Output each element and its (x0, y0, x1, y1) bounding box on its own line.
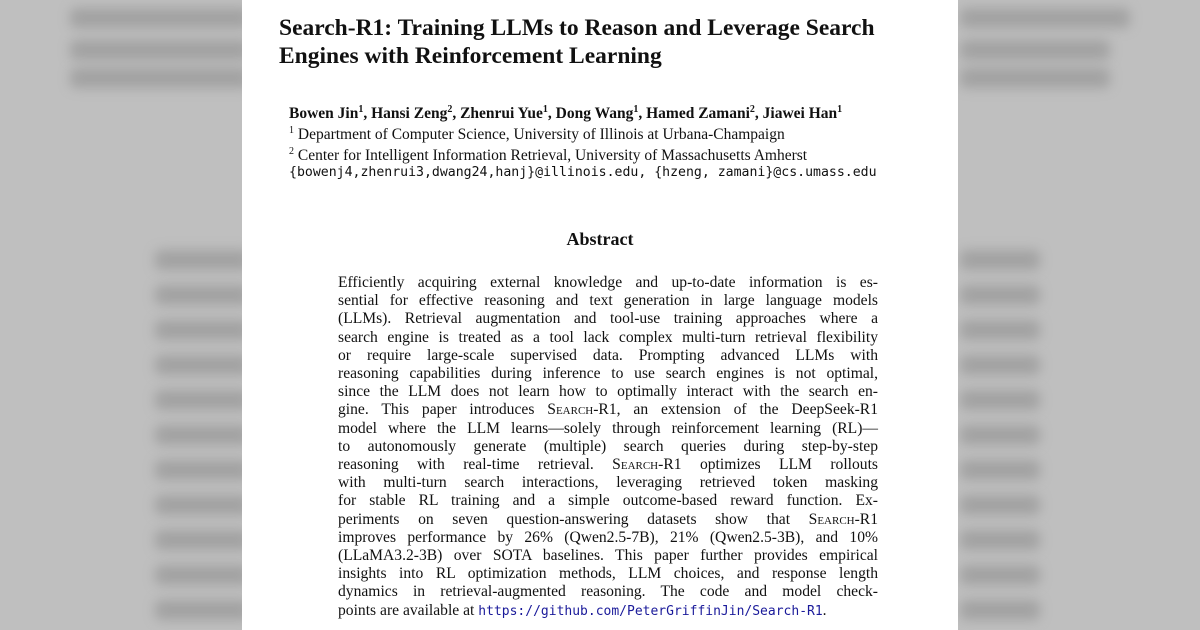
affiliation-1: 1 Department of Computer Science, Univer… (289, 125, 785, 144)
abstract-text: since the LLM does not learn how to opti… (338, 383, 878, 401)
abstract-line: (LLMs). Retrieval augmentation and tool-… (338, 310, 878, 328)
author-name: Zhenrui Yue1 (460, 104, 548, 123)
author-affiliation-mark: 1 (837, 104, 843, 115)
abstract-line: points are available at https://github.c… (338, 602, 878, 621)
abstract-text: to autonomously generate (multiple) sear… (338, 437, 878, 455)
abstract-line: search engine is treated as a tool lack … (338, 329, 878, 347)
author-name: Dong Wang1 (555, 104, 639, 123)
affiliation-text: Department of Computer Science, Universi… (297, 126, 785, 144)
author-name: Hamed Zamani2 (646, 104, 755, 123)
abstract-text: reasoning capabilities during inference … (338, 365, 878, 383)
author-affiliation-mark: 2 (749, 104, 755, 115)
author-name: Bowen Jin1 (289, 104, 364, 123)
abstract-text: reasoning with real-time retrieval. (338, 456, 613, 474)
abstract-line: gine. This paper introduces Search-R1, a… (338, 401, 878, 419)
abstract-line: (LLaMA3.2-3B) over SOTA baselines. This … (338, 547, 878, 565)
abstract-text: Search (808, 510, 855, 528)
abstract-text: gine. This paper introduces (338, 401, 548, 419)
author-name: Jiawei Han1 (762, 104, 843, 123)
abstract-line: for stable RL training and a simple outc… (338, 492, 878, 510)
abstract-line: reasoning capabilities during inference … (338, 365, 878, 383)
abstract-text: sential for effective reasoning and text… (338, 292, 878, 310)
abstract-text: model where the LLM learns—solely throug… (338, 419, 878, 437)
abstract-text: . (822, 601, 827, 619)
author-emails: {bowenj4,zhenrui3,dwang24,hanj}@illinois… (289, 165, 877, 180)
author-affiliation-mark: 1 (542, 104, 548, 115)
author-affiliation-mark: 2 (447, 104, 453, 115)
abstract-text: Efficiently acquiring external knowledge… (338, 274, 878, 291)
abstract-text: Search (547, 401, 594, 419)
abstract-text: with multi-turn search interactions, lev… (338, 474, 878, 492)
abstract-line: reasoning with real-time retrieval. Sear… (338, 456, 878, 474)
abstract-text: Search (612, 456, 659, 474)
abstract-text: search engine is treated as a tool lack … (338, 328, 878, 346)
abstract-text: (LLaMA3.2-3B) over SOTA baselines. This … (338, 547, 878, 565)
affiliation-text: Center for Intelligent Information Retri… (297, 147, 808, 165)
author-affiliation-mark: 1 (633, 104, 639, 115)
abstract-text: periments on seven question-answering da… (338, 510, 809, 528)
abstract-text: for stable RL training and a simple outc… (338, 492, 878, 510)
abstract-text: -R1 (854, 510, 878, 528)
abstract-text: points are available at (338, 601, 479, 619)
author-list: Bowen Jin1, Hansi Zeng2, Zhenrui Yue1, D… (289, 104, 843, 123)
abstract-line: to autonomously generate (multiple) sear… (338, 438, 878, 456)
abstract-text: insights into RL optimization methods, L… (338, 565, 878, 583)
author-affiliation-mark: 1 (358, 104, 364, 115)
affiliation-2: 2 Center for Intelligent Information Ret… (289, 146, 807, 165)
abstract-text: or require large-scale supervised data. … (338, 346, 878, 364)
abstract-line: since the LLM does not learn how to opti… (338, 383, 878, 401)
paper-title: Search-R1: Training LLMs to Reason and L… (279, 15, 875, 69)
abstract-line: periments on seven question-answering da… (338, 511, 878, 529)
abstract-line: with multi-turn search interactions, lev… (338, 474, 878, 492)
abstract-line: dynamics in retrieval-augmented reasonin… (338, 583, 878, 601)
abstract-text: -R1 optimizes LLM rollouts (658, 456, 878, 474)
abstract-text: dynamics in retrieval-augmented reasonin… (338, 583, 878, 601)
abstract-heading: Abstract (566, 229, 634, 249)
abstract-text: (LLMs). Retrieval augmentation and tool-… (338, 310, 878, 328)
paper-page: Search-R1: Training LLMs to Reason and L… (242, 0, 958, 630)
author-name: Hansi Zeng2 (371, 104, 453, 123)
abstract-text: -R1, an extension of the DeepSeek-R1 (593, 401, 879, 419)
affiliation-number: 1 (289, 125, 294, 136)
abstract-body: Efficiently acquiring external knowledge… (338, 274, 878, 621)
abstract-line: improves performance by 26% (Qwen2.5-7B)… (338, 529, 878, 547)
abstract-line: model where the LLM learns—solely throug… (338, 420, 878, 438)
abstract-line: or require large-scale supervised data. … (338, 347, 878, 365)
abstract-line: sential for effective reasoning and text… (338, 292, 878, 310)
affiliation-number: 2 (289, 146, 294, 157)
abstract-line: insights into RL optimization methods, L… (338, 565, 878, 583)
abstract-line: Efficiently acquiring external knowledge… (338, 274, 878, 292)
code-link[interactable]: https://github.com/PeterGriffinJin/Searc… (478, 603, 823, 619)
abstract-text: improves performance by 26% (Qwen2.5-7B)… (338, 528, 878, 546)
